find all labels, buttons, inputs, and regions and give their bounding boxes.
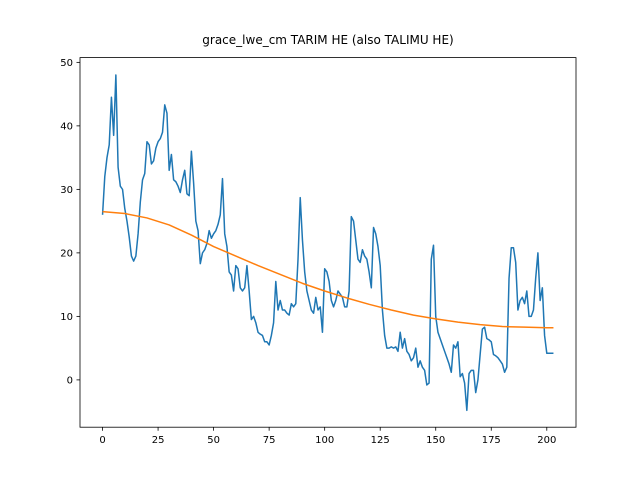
x-tick-label: 100 (315, 435, 334, 446)
plot-frame (79, 57, 577, 428)
series-line (101, 74, 554, 412)
y-tick-label: 10 (60, 312, 73, 323)
x-tick-label: 25 (152, 435, 165, 446)
chart-title: grace_lwe_cm TARIM HE (also TALIMU HE) (202, 33, 453, 47)
y-tick-label: 30 (60, 185, 73, 196)
x-tick-label: 0 (99, 435, 105, 446)
x-tick-label: 50 (207, 435, 220, 446)
y-tick-label: 0 (67, 375, 73, 386)
y-tick-label: 20 (60, 248, 73, 259)
y-tick-label: 40 (60, 121, 73, 132)
series-line (102, 210, 554, 329)
x-tick-label: 200 (537, 435, 556, 446)
x-tick-label: 125 (371, 435, 390, 446)
x-tick-label: 75 (263, 435, 276, 446)
x-tick-label: 150 (426, 435, 445, 446)
x-tick-label: 175 (482, 435, 501, 446)
y-tick-label: 50 (60, 58, 73, 69)
